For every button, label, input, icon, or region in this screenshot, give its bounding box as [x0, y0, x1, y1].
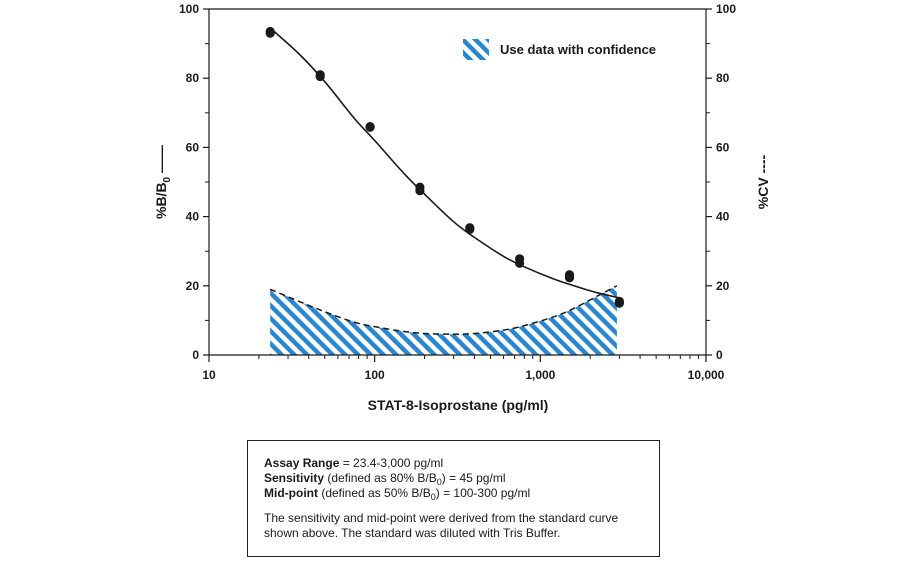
y-tick-label-right: 100	[716, 2, 736, 16]
y-tick-label-right: 60	[716, 140, 730, 154]
midpoint-line: Mid-point (defined as 50% B/B0) = 100-30…	[264, 486, 643, 502]
standard-curve-chart: 0 0 20 20 40 40 60 60 80 80 100 100 10 100 1,000 10,000…	[153, 2, 771, 413]
y-axis-title-subscript: 0	[162, 176, 173, 182]
data-point	[465, 224, 475, 234]
data-point	[265, 28, 275, 38]
y-axis-title-left: %B/B0 ——	[153, 145, 173, 219]
legend: Use data with confidence	[463, 39, 656, 60]
data-point	[515, 258, 525, 268]
y-tick-label-left: 40	[186, 210, 200, 224]
y-axis-title-right: %CV ----	[755, 154, 771, 209]
x-tick-label: 100	[365, 368, 385, 382]
cv-area-layer	[269, 285, 618, 355]
x-axis-title: STAT-8-Isoprostane (pg/ml)	[368, 397, 549, 413]
legend-swatch	[463, 39, 489, 60]
cv-dashed-line	[269, 285, 618, 335]
axis-tick-labels: 0 0 20 20 40 40 60 60 80 80 100 100 10 100 1,000 10,000	[179, 2, 736, 382]
data-point	[415, 186, 425, 196]
x-tick-label: 10,000	[688, 368, 725, 382]
y-tick-label-left: 60	[186, 140, 200, 154]
sensitivity-value: ) = 45 pg/ml	[441, 471, 506, 485]
y-tick-label-right: 0	[716, 348, 723, 362]
assay-range-label: Assay Range	[264, 456, 340, 470]
standard-curve-line	[269, 27, 620, 299]
data-point	[315, 71, 325, 82]
y-tick-label-left: 0	[192, 348, 199, 362]
midpoint-subscript: 0	[430, 492, 436, 502]
y-tick-label-right: 80	[716, 71, 730, 85]
axis-ticks	[203, 8, 712, 362]
note-line-2: shown above. The standard was diluted wi…	[264, 526, 561, 540]
x-tick-label: 10	[202, 368, 216, 382]
assay-range-value: = 23.4-3,000 pg/ml	[339, 456, 444, 470]
sensitivity-line: Sensitivity (defined as 80% B/B0) = 45 p…	[264, 471, 643, 487]
y-tick-label-left: 100	[179, 2, 199, 16]
sensitivity-label: Sensitivity	[264, 471, 325, 485]
y-tick-label-right: 40	[716, 210, 730, 224]
assay-info-box: Assay Range = 23.4-3,000 pg/ml Sensitivi…	[247, 440, 660, 557]
y-axis-title-suffix: ——	[153, 145, 169, 177]
y-axis-title-main: %B/B	[153, 182, 169, 219]
data-point	[365, 122, 375, 132]
midpoint-definition: (defined as 50% B/B	[317, 486, 431, 500]
y-tick-label-left: 20	[186, 279, 200, 293]
data-point	[614, 298, 625, 308]
y-tick-label-left: 80	[186, 71, 200, 85]
legend-label: Use data with confidence	[500, 42, 656, 57]
assay-range-line: Assay Range = 23.4-3,000 pg/ml	[264, 456, 643, 471]
x-tick-label: 1,000	[525, 368, 555, 382]
cv-confidence-area	[270, 285, 617, 355]
y-tick-label-right: 20	[716, 279, 730, 293]
midpoint-label: Mid-point	[264, 486, 318, 500]
data-points	[265, 26, 625, 308]
note-line-1: The sensitivity and mid-point were deriv…	[264, 511, 619, 525]
sensitivity-subscript: 0	[436, 477, 442, 487]
data-point	[564, 273, 575, 283]
midpoint-value: ) = 100-300 pg/ml	[435, 486, 531, 500]
sensitivity-definition: (defined as 80% B/B	[324, 471, 437, 485]
